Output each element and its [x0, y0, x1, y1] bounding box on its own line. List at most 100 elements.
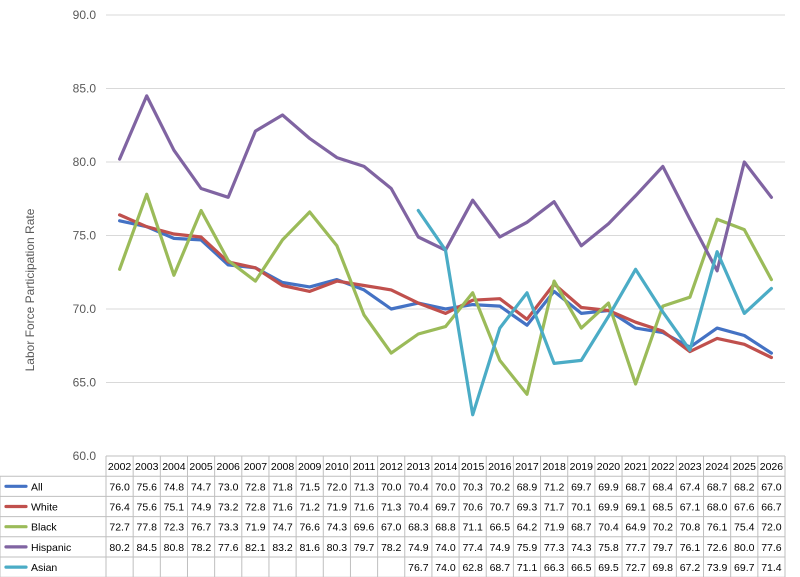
data-label: 69.3 [517, 502, 538, 514]
data-label: 80.8 [164, 542, 185, 554]
series-line-black [118, 192, 773, 396]
y-tick-label: 85.0 [73, 82, 97, 96]
data-label: 81.6 [299, 542, 320, 554]
data-label: 73.0 [218, 481, 239, 493]
data-label: 68.7 [625, 481, 646, 493]
data-label: 69.1 [625, 502, 646, 514]
data-label: 68.7 [707, 481, 728, 493]
data-label: 67.0 [381, 522, 402, 534]
x-category-label: 2012 [380, 461, 404, 473]
data-label: 79.7 [653, 542, 674, 554]
legend-label-hispanic: Hispanic [31, 542, 71, 554]
y-tick-label: 60.0 [73, 449, 97, 463]
data-label: 84.5 [137, 542, 158, 554]
data-label: 80.2 [109, 542, 130, 554]
series-line-hispanic [118, 94, 773, 273]
data-label: 73.3 [218, 522, 239, 534]
data-label: 71.6 [354, 502, 375, 514]
data-label: 76.4 [109, 502, 130, 514]
x-category-label: 2015 [461, 461, 485, 473]
data-label: 72.7 [625, 562, 646, 574]
data-label: 79.7 [354, 542, 375, 554]
series-line-white [118, 213, 773, 360]
data-label: 72.8 [245, 481, 266, 493]
data-label: 82.1 [245, 542, 266, 554]
data-label: 74.7 [191, 481, 212, 493]
x-category-label: 2010 [325, 461, 349, 473]
data-label: 74.0 [435, 562, 456, 574]
series-lines [118, 94, 773, 417]
data-label: 70.1 [571, 502, 592, 514]
data-label: 70.6 [462, 502, 483, 514]
x-category-label: 2026 [760, 461, 784, 473]
data-label: 62.8 [462, 562, 483, 574]
data-label: 69.7 [435, 502, 456, 514]
data-label: 72.0 [761, 522, 782, 534]
data-label: 74.8 [164, 481, 185, 493]
x-category-label: 2018 [542, 461, 566, 473]
data-label: 70.4 [598, 522, 619, 534]
legend-label-asian: Asian [31, 562, 57, 574]
data-label: 70.7 [490, 502, 511, 514]
data-label: 74.9 [191, 502, 212, 514]
data-label: 70.4 [408, 502, 429, 514]
data-label: 66.7 [761, 502, 782, 514]
x-category-label: 2021 [624, 461, 648, 473]
x-category-label: 2003 [135, 461, 159, 473]
data-label: 73.9 [707, 562, 728, 574]
legend-label-all: All [31, 481, 43, 493]
x-category-label: 2006 [217, 461, 241, 473]
data-label: 71.1 [462, 522, 483, 534]
data-label: 66.3 [544, 562, 565, 574]
y-axis-label: Labor Force Participation Rate [23, 208, 37, 371]
data-label: 70.0 [435, 481, 456, 493]
x-category-label: 2011 [353, 461, 376, 473]
x-category-label: 2014 [434, 461, 458, 473]
data-label: 67.6 [734, 502, 755, 514]
data-label: 72.3 [164, 522, 185, 534]
data-label: 78.2 [191, 542, 212, 554]
data-label: 75.9 [517, 542, 538, 554]
x-category-label: 2009 [298, 461, 322, 473]
data-label: 76.7 [408, 562, 429, 574]
data-label: 68.2 [734, 481, 755, 493]
data-label: 75.8 [598, 542, 619, 554]
x-category-label: 2002 [108, 461, 132, 473]
data-label: 68.7 [490, 562, 511, 574]
data-label: 70.4 [408, 481, 429, 493]
x-category-label: 2008 [271, 461, 295, 473]
data-label: 69.9 [598, 481, 619, 493]
data-label: 67.2 [680, 562, 701, 574]
data-label: 76.1 [680, 542, 701, 554]
data-label: 78.2 [381, 542, 402, 554]
data-label: 71.2 [544, 481, 565, 493]
x-category-label: 2007 [244, 461, 268, 473]
data-label: 67.0 [761, 481, 782, 493]
data-label: 75.4 [734, 522, 755, 534]
data-label: 73.2 [218, 502, 239, 514]
data-label: 74.9 [408, 542, 429, 554]
data-label: 77.3 [544, 542, 565, 554]
data-label: 68.0 [707, 502, 728, 514]
data-table: 2002 2003 2004 2005 2006 2007 2008 2009 2010 2011… [0, 455, 786, 577]
data-label: 69.7 [734, 562, 755, 574]
data-label: 74.0 [435, 542, 456, 554]
data-label: 77.6 [761, 542, 782, 554]
data-label: 80.0 [734, 542, 755, 554]
x-category-label: 2004 [162, 461, 186, 473]
x-category-label: 2017 [515, 461, 539, 473]
x-category-label: 2016 [488, 461, 512, 473]
data-label: 77.6 [218, 542, 239, 554]
y-axis-ticks: 60.0 65.0 70.0 75.0 80.0 85.0 90.0 [73, 8, 97, 463]
data-label: 76.7 [191, 522, 212, 534]
data-label: 71.1 [517, 562, 538, 574]
data-label: 77.4 [462, 542, 483, 554]
legend-label-white: White [31, 502, 58, 514]
data-label: 71.5 [299, 481, 320, 493]
data-label: 68.7 [571, 522, 592, 534]
y-tick-label: 80.0 [73, 155, 97, 169]
data-label: 67.1 [680, 502, 701, 514]
data-label: 72.7 [109, 522, 130, 534]
data-label: 75.6 [137, 502, 158, 514]
